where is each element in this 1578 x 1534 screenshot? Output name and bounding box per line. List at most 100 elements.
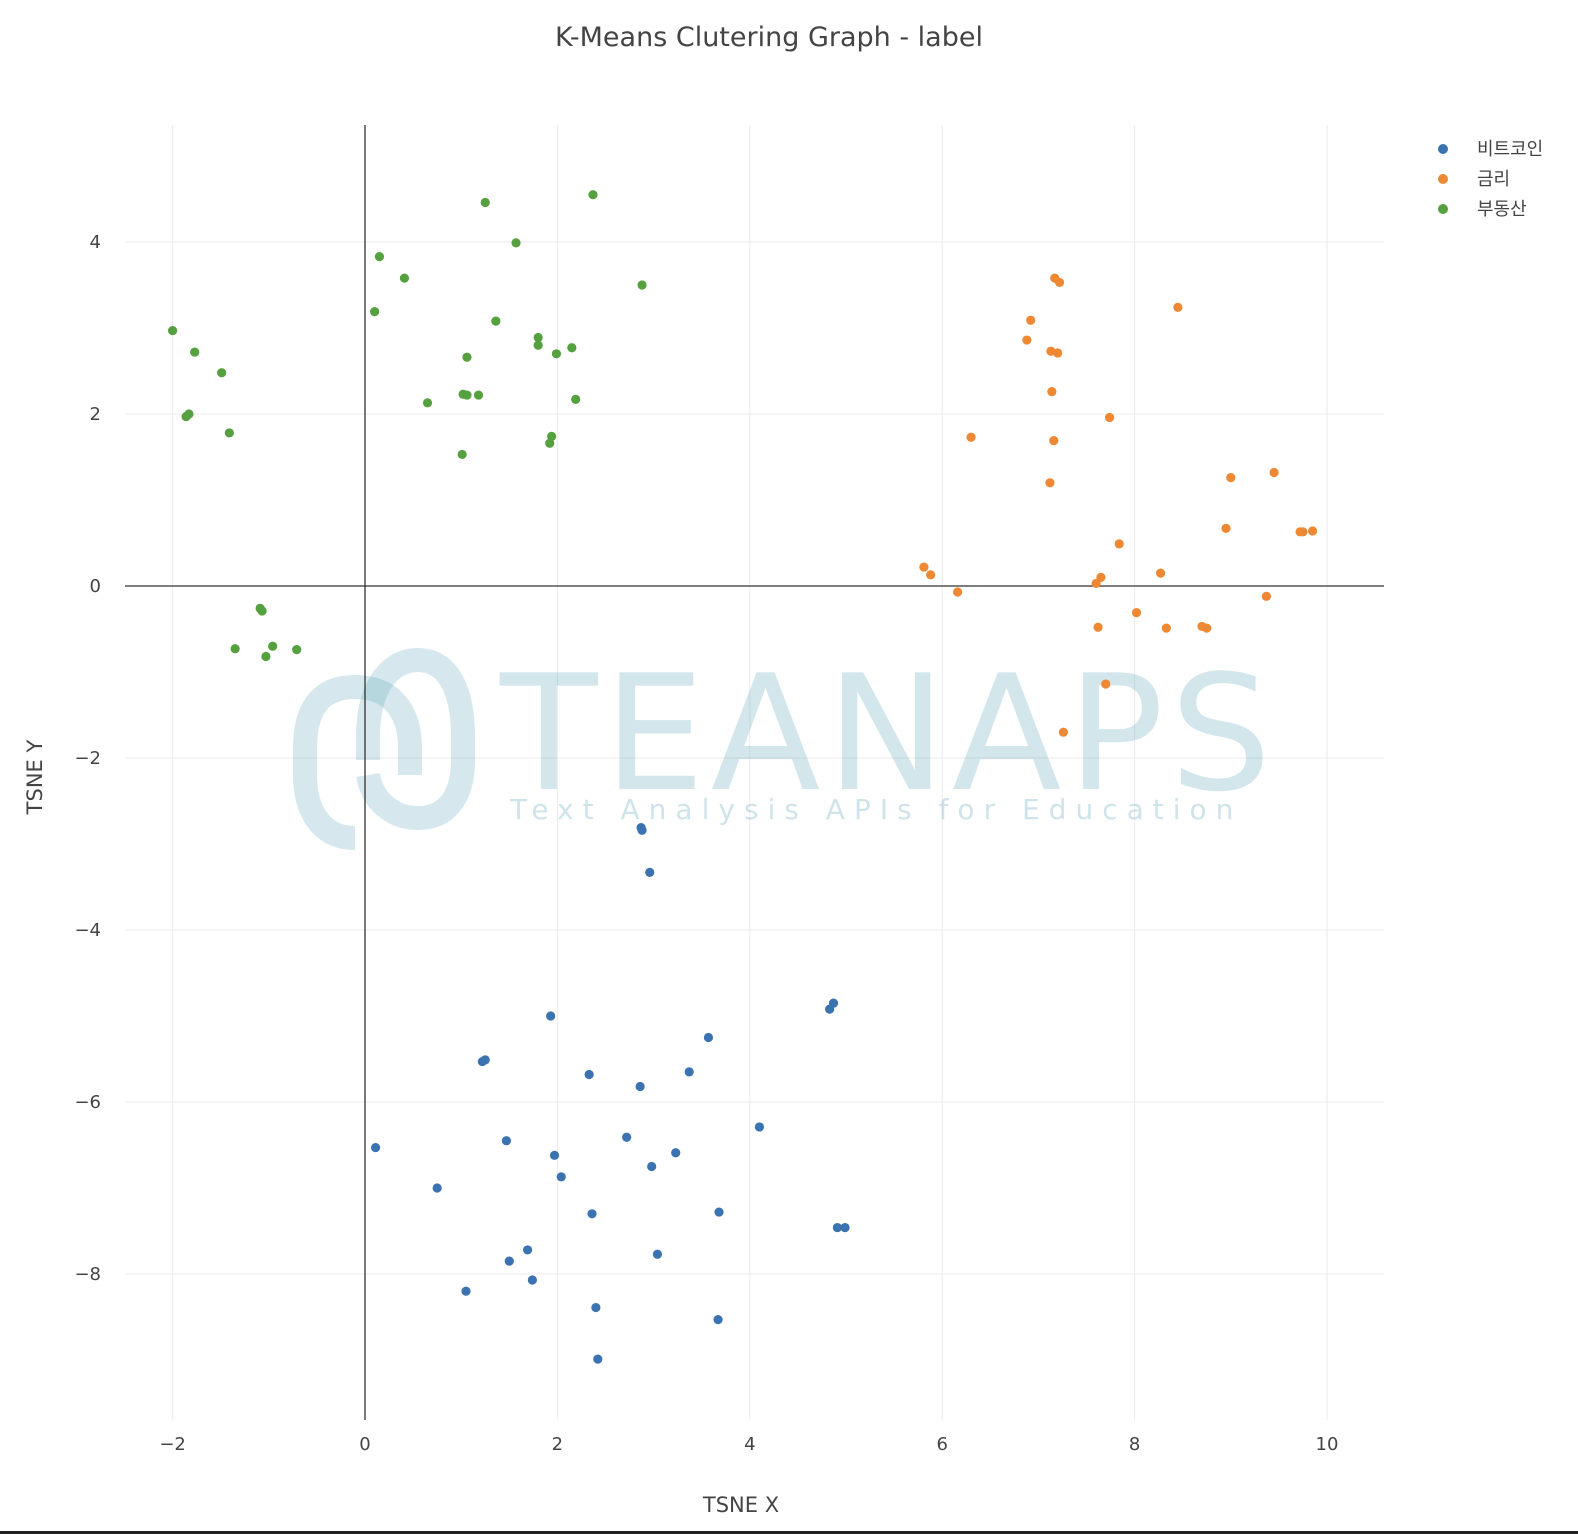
legend-marker [1438,204,1448,214]
data-point-series-3 [292,645,302,655]
data-point-series-1 [825,1004,835,1014]
data-point-series-3 [168,325,178,336]
data-point-series-1 [527,1275,537,1285]
data-point-series-1 [501,1136,512,1146]
y-tick-labels: −8 −6 −4 −2 0 2 4 [74,232,101,1285]
data-point-series-3 [422,398,433,408]
data-point-series-1 [832,1222,842,1233]
data-point-series-2 [1131,608,1142,618]
data-point-series-3 [567,343,577,353]
data-point-series-3 [551,349,562,359]
legend-label: 금리 [1477,169,1510,190]
data-point-series-1 [652,1249,663,1259]
data-point-series-2 [1101,679,1111,689]
data-point-series-3 [399,273,410,283]
data-point-series-3 [190,347,200,357]
grid-lines [125,125,1384,1420]
teanaps-watermark: TEANAPS Text Analysis APIs for Education [293,640,1277,850]
bottom-border [0,1531,1578,1534]
watermark-logo-icon [293,647,475,850]
data-point-series-2 [1026,315,1036,325]
data-point-series-1 [370,1142,381,1153]
data-point-series-3 [257,606,267,616]
data-point-series-1 [461,1286,471,1296]
y-tick-label: −2 [74,748,101,769]
data-point-series-3 [533,340,543,350]
data-point-series-1 [622,1132,632,1142]
x-tick-label: 0 [359,1434,370,1455]
data-points [168,190,1318,1364]
data-point-series-1 [593,1354,603,1364]
data-point-series-2 [926,570,936,580]
data-point-series-1 [584,1069,594,1080]
data-point-series-2 [1049,436,1059,446]
chart-title: K-Means Clutering Graph - label [555,22,983,53]
data-point-series-1 [714,1207,724,1217]
data-point-series-2 [1053,348,1063,358]
data-point-series-2 [1091,578,1101,589]
data-point-series-3 [473,390,484,400]
y-tick-label: −6 [74,1092,101,1113]
data-point-series-1 [713,1314,723,1325]
x-tick-label: 8 [1129,1434,1140,1455]
data-point-series-3 [370,307,380,317]
legend-marker [1438,144,1448,154]
data-point-series-2 [1307,526,1318,536]
data-point-series-1 [671,1148,681,1158]
data-point-series-2 [1202,623,1212,633]
data-point-series-2 [1114,539,1124,549]
data-point-series-3 [374,252,385,262]
data-point-series-3 [637,280,647,290]
data-point-series-2 [1047,387,1057,397]
data-point-series-1 [840,1222,850,1233]
data-point-series-2 [952,587,963,597]
data-point-series-3 [462,352,472,362]
data-point-series-1 [591,1302,601,1313]
data-point-series-1 [684,1067,694,1077]
data-point-series-2 [1161,623,1171,633]
data-point-series-2 [1104,412,1115,423]
data-point-series-3 [268,641,278,651]
x-axis-title: TSNE X [702,1493,779,1517]
watermark-tagline: Text Analysis APIs for Education [509,793,1242,826]
data-point-series-1 [587,1209,597,1219]
x-tick-label: 2 [552,1434,563,1455]
legend-label: 부동산 [1477,199,1527,220]
data-point-series-3 [491,316,501,326]
data-point-series-1 [754,1122,765,1132]
x-tick-labels: −2 0 2 4 6 8 10 [159,1434,1338,1455]
y-tick-label: 4 [90,232,101,253]
y-tick-label: 2 [90,404,101,425]
data-point-series-1 [703,1032,714,1043]
data-point-series-3 [462,390,472,400]
watermark-brand: TEANAPS [499,640,1277,827]
data-point-series-1 [480,1055,490,1065]
data-point-series-3 [533,332,543,343]
data-point-series-1 [635,1081,645,1092]
data-point-series-1 [546,1011,556,1021]
x-tick-label: 4 [744,1434,755,1455]
data-point-series-3 [571,394,581,404]
data-point-series-2 [1093,622,1103,632]
data-point-series-2 [919,562,929,572]
y-tick-label: −4 [74,920,101,941]
data-point-series-2 [1173,302,1183,312]
x-tick-label: 10 [1316,1434,1339,1455]
legend-marker [1438,174,1448,184]
data-point-series-1 [522,1245,533,1255]
data-point-series-3 [217,368,227,378]
zero-lines [125,125,1384,1420]
data-point-series-2 [1045,478,1055,488]
data-point-series-3 [480,197,490,208]
data-point-series-3 [457,449,467,460]
data-point-series-3 [511,238,521,248]
data-point-series-1 [549,1150,560,1160]
data-point-series-1 [504,1256,514,1266]
data-point-series-2 [1298,527,1308,537]
y-tick-label: −8 [74,1264,101,1285]
data-point-series-1 [647,1161,657,1172]
data-point-series-3 [181,411,191,422]
data-point-series-2 [1261,591,1271,601]
